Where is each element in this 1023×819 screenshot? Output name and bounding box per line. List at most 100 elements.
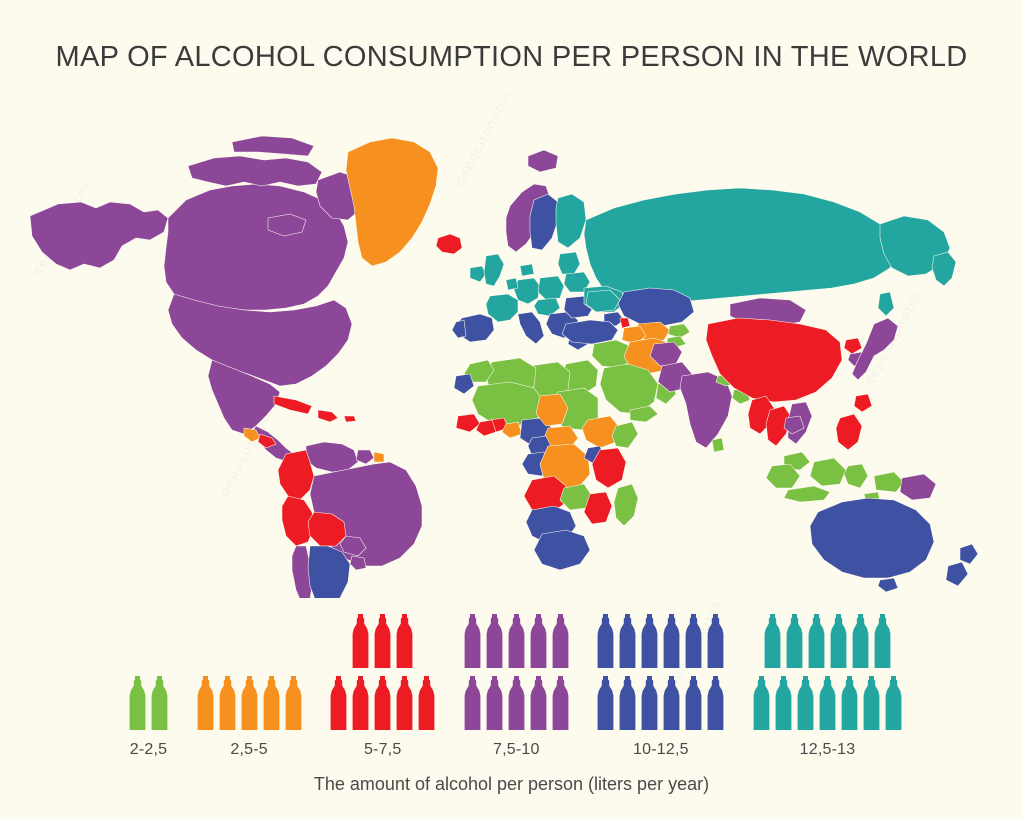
bottle-icon xyxy=(663,676,680,730)
country-paraguay xyxy=(339,535,367,557)
bottle-row xyxy=(596,612,725,670)
legend-group[interactable]: 7,5-10 xyxy=(463,612,570,759)
bottle-stack xyxy=(128,674,169,732)
bottle-icon xyxy=(129,676,146,730)
legend-label: 2,5-5 xyxy=(230,741,268,758)
bottle-icon xyxy=(797,676,814,730)
country-morocco xyxy=(463,359,495,383)
country-guatemala xyxy=(243,427,261,443)
legend-group[interactable]: 2,5-5 xyxy=(196,674,303,759)
country-thailand xyxy=(765,405,793,447)
region-greenland xyxy=(345,137,439,267)
bottle-icon xyxy=(396,614,413,668)
country-united-kingdom xyxy=(483,253,505,287)
region-south-america xyxy=(277,441,423,598)
country-uruguay xyxy=(349,555,367,571)
country-chad xyxy=(535,393,569,427)
bottle-row xyxy=(463,612,570,670)
country-kyrgyzstan xyxy=(667,323,691,339)
country-mozambique xyxy=(583,491,613,525)
bottle-icon xyxy=(764,614,781,668)
country-ukraine xyxy=(585,289,621,313)
bottle-icon xyxy=(508,614,525,668)
country-canada-islands-2 xyxy=(231,135,315,157)
region-russia-central-asia xyxy=(561,187,957,349)
country-guyana xyxy=(355,449,375,465)
country-peru xyxy=(281,495,315,547)
bottle-row xyxy=(128,674,169,732)
legend-group[interactable]: 5-7,5 xyxy=(329,612,436,759)
country-venezuela xyxy=(305,441,359,473)
country-france xyxy=(485,293,519,323)
country-australia xyxy=(809,497,935,579)
country-yemen xyxy=(629,405,659,423)
country-java xyxy=(783,485,831,503)
bottle-icon xyxy=(707,614,724,668)
legend-groups: 2-2,5 2,5-5 5-7,5 7,5-10 10-12,5 12,5-13 xyxy=(128,604,903,759)
country-greenland xyxy=(345,137,439,267)
country-denmark xyxy=(519,263,535,277)
bottle-icon xyxy=(352,676,369,730)
bottle-icon xyxy=(486,614,503,668)
region-caribbean xyxy=(243,395,357,449)
country-hudson-islands xyxy=(267,213,307,237)
country-south-africa xyxy=(533,529,591,571)
country-canada xyxy=(163,183,349,311)
bottle-icon xyxy=(597,614,614,668)
bottle-icon xyxy=(874,614,891,668)
region-oceania xyxy=(809,497,979,593)
legend: 2-2,5 2,5-5 5-7,5 7,5-10 10-12,5 12,5-13 The … xyxy=(0,604,1023,819)
legend-group[interactable]: 12,5-13 xyxy=(752,612,903,759)
bottle-icon xyxy=(663,614,680,668)
country-kazakhstan xyxy=(617,287,695,327)
country-china xyxy=(705,317,843,403)
legend-label: 2-2,5 xyxy=(129,741,168,758)
bottle-row xyxy=(351,612,414,670)
country-sri-lanka xyxy=(711,437,725,453)
country-kamchatka xyxy=(931,251,957,287)
country-sulawesi xyxy=(843,463,869,489)
bottle-stack xyxy=(752,612,903,732)
country-suriname xyxy=(373,451,385,463)
bottle-icon xyxy=(707,676,724,730)
bottle-icon xyxy=(685,676,702,730)
country-canada-arctic-islands xyxy=(187,155,323,187)
bottle-icon xyxy=(775,676,792,730)
legend-label: 7,5-10 xyxy=(492,741,540,758)
country-benelux xyxy=(505,277,519,291)
legend-label: 10-12,5 xyxy=(633,741,689,758)
bottle-icon xyxy=(619,676,636,730)
bottle-row xyxy=(763,612,892,670)
legend-group[interactable]: 2-2,5 xyxy=(128,674,169,759)
page-title: MAP OF ALCOHOL CONSUMPTION PER PERSON IN… xyxy=(55,41,968,73)
bottle-icon xyxy=(641,676,658,730)
legend-group[interactable]: 10-12,5 xyxy=(596,612,725,759)
country-baltics xyxy=(557,251,581,275)
country-papua-west xyxy=(873,471,905,493)
bottle-row xyxy=(596,674,725,732)
bottle-icon xyxy=(530,614,547,668)
world-map xyxy=(18,128,1008,598)
country-kenya-tanzania xyxy=(591,447,627,489)
region-asia xyxy=(649,291,937,503)
country-united-states xyxy=(167,293,353,387)
country-new-zealand-south xyxy=(945,561,969,587)
country-mauritania-coast xyxy=(453,373,475,395)
bottle-icon xyxy=(841,676,858,730)
country-russia xyxy=(583,187,899,305)
bottle-icon xyxy=(330,676,347,730)
bottle-icon xyxy=(418,676,435,730)
country-ethiopia xyxy=(581,415,621,449)
bottle-icon xyxy=(552,676,569,730)
bottle-stack xyxy=(596,612,725,732)
bottle-icon xyxy=(597,676,614,730)
bottle-icon xyxy=(885,676,902,730)
bottle-icon xyxy=(619,614,636,668)
bottle-icon xyxy=(241,676,257,730)
bottle-row xyxy=(752,674,903,732)
country-colombia xyxy=(277,449,315,501)
country-iceland xyxy=(435,233,463,255)
bottle-icon xyxy=(819,676,836,730)
country-cambodia-laos xyxy=(783,415,805,435)
